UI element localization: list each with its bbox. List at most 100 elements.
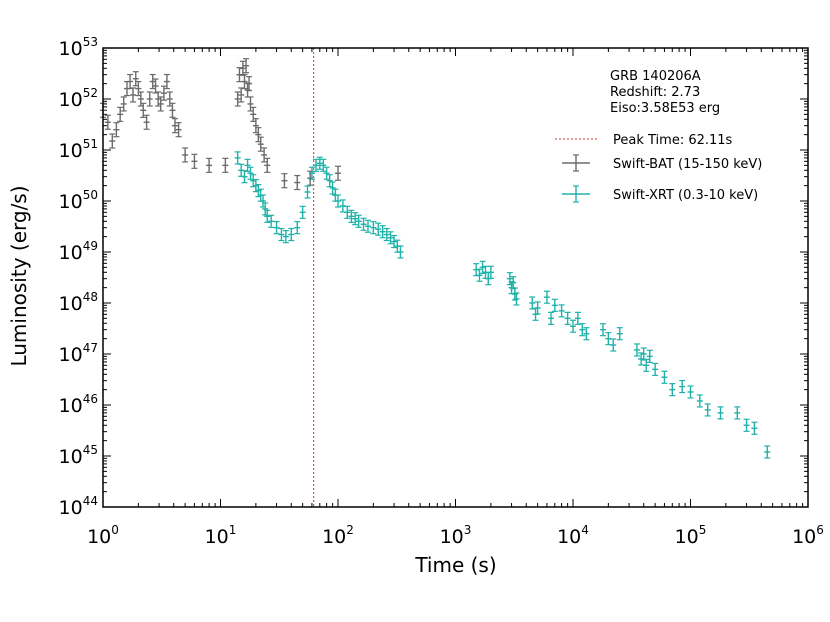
data-point: [316, 156, 323, 170]
y-tick-label: 1052: [59, 86, 98, 111]
y-tick-label: 1051: [59, 137, 98, 162]
legend-peak-label: Peak Time: 62.11s: [613, 133, 733, 148]
legend-xrt-marker: [562, 185, 590, 203]
y-tick-label: 1049: [59, 239, 98, 264]
data-point: [646, 349, 653, 363]
data-point: [751, 421, 758, 435]
x-tick-labels: 100 101 102 103 104 105 106: [87, 523, 824, 548]
data-point: [487, 265, 494, 279]
data-point: [308, 166, 315, 180]
data-point: [513, 292, 520, 306]
data-point: [241, 170, 248, 184]
y-tick-exponent: 47: [83, 341, 98, 355]
data-point: [261, 147, 268, 163]
data-point: [104, 114, 111, 130]
data-point: [264, 209, 271, 223]
data-point: [206, 157, 213, 173]
data-point: [574, 311, 581, 325]
y-tick-exponent: 52: [83, 86, 98, 100]
x-tick-base: 10: [205, 526, 229, 548]
data-point: [599, 323, 606, 337]
data-point: [534, 301, 541, 315]
data-point: [344, 205, 351, 219]
data-point: [278, 227, 285, 242]
y-tick-label: 1050: [59, 188, 98, 213]
data-point: [579, 323, 586, 337]
y-tick-base: 10: [59, 497, 83, 519]
x-tick-base: 10: [87, 526, 111, 548]
data-point: [387, 231, 394, 245]
data-point: [234, 91, 241, 107]
data-point: [247, 166, 254, 180]
x-tick-label: 103: [440, 523, 472, 548]
y-tick-exponent: 49: [83, 239, 98, 253]
x-tick-label: 106: [792, 523, 824, 548]
legend-bat-marker: [562, 154, 590, 172]
data-point: [335, 165, 341, 181]
x-tick-label: 100: [87, 523, 119, 548]
data-point: [633, 343, 640, 357]
data-point: [643, 358, 650, 372]
data-point: [313, 158, 320, 172]
data-point: [364, 219, 371, 233]
data-point: [652, 362, 659, 376]
data-point: [687, 385, 694, 399]
legend-bat-label: Swift-BAT (15-150 keV): [613, 157, 762, 172]
x-tick-label: 104: [557, 523, 589, 548]
y-tick-label: 1048: [59, 290, 98, 315]
data-point: [140, 102, 147, 118]
data-point: [160, 85, 167, 101]
x-tick-exponent: 3: [464, 523, 472, 537]
data-point: [182, 147, 189, 163]
data-point: [616, 327, 623, 341]
data-point: [268, 214, 275, 228]
data-point: [129, 87, 136, 103]
data-point: [222, 157, 229, 173]
y-tick-base: 10: [59, 38, 83, 60]
data-point: [169, 102, 176, 118]
y-tick-exponent: 44: [83, 494, 98, 508]
x-axis-title: Time (s): [414, 553, 496, 577]
data-point: [551, 298, 558, 312]
data-point: [247, 96, 254, 112]
x-tick-exponent: 2: [346, 523, 354, 537]
data-point: [570, 319, 576, 333]
data-point: [640, 347, 647, 361]
data-point: [558, 304, 565, 318]
data-point: [704, 403, 711, 417]
y-tick-base: 10: [59, 293, 83, 315]
x-tick-exponent: 6: [816, 523, 824, 537]
data-point: [375, 222, 382, 236]
y-tick-exponent: 45: [83, 443, 98, 457]
data-point: [323, 166, 330, 180]
data-point: [734, 406, 741, 420]
data-point: [288, 227, 295, 242]
data-point: [397, 245, 404, 259]
xrt-series: [234, 151, 771, 459]
data-point: [294, 221, 301, 235]
data-point: [326, 174, 333, 188]
data-point: [282, 230, 289, 244]
data-point: [135, 80, 142, 97]
data-point: [370, 221, 377, 235]
x-tick-base: 10: [675, 526, 699, 548]
y-tick-base: 10: [59, 242, 83, 264]
data-point: [163, 73, 170, 90]
data-point: [335, 194, 341, 208]
data-point: [257, 136, 264, 152]
data-point: [304, 185, 311, 199]
data-point: [244, 158, 251, 172]
y-tick-exponent: 46: [83, 392, 98, 406]
y-tick-exponent: 50: [83, 188, 98, 202]
data-point: [383, 227, 390, 242]
y-tick-exponent: 48: [83, 290, 98, 304]
data-point: [172, 118, 179, 134]
y-tick-label: 1053: [59, 35, 98, 60]
bat-series: [100, 58, 341, 191]
data-point: [152, 78, 159, 94]
y-axis-title: Luminosity (erg/s): [7, 185, 31, 366]
data-point: [191, 153, 198, 169]
data-point: [548, 311, 555, 325]
